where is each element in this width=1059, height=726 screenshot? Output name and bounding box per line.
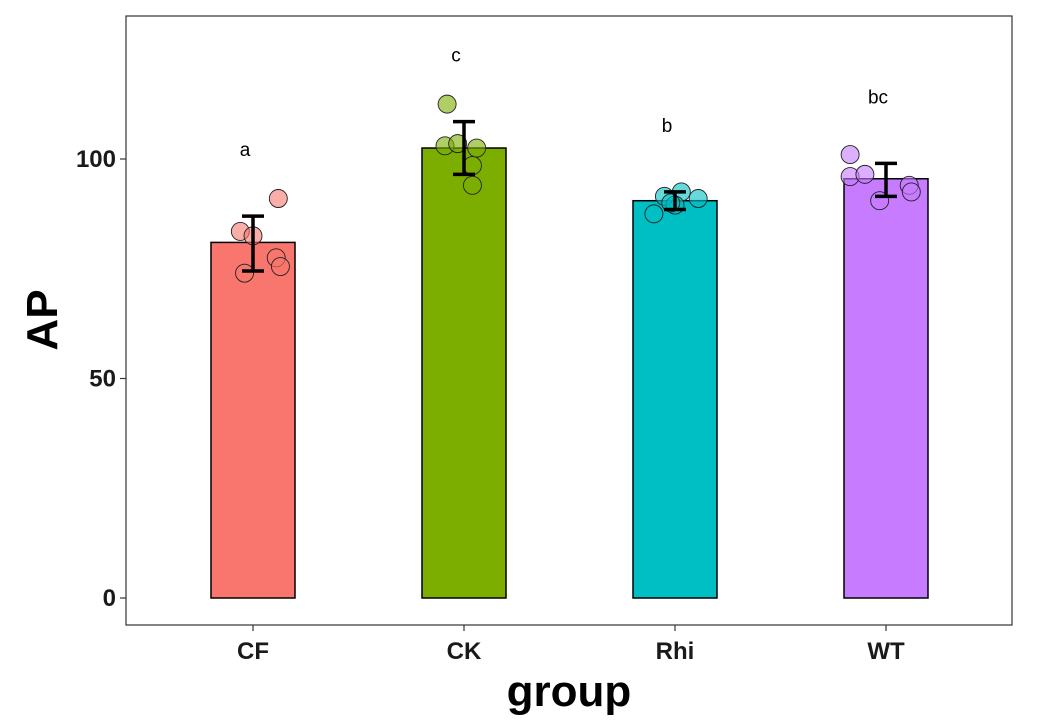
data-point — [840, 145, 860, 165]
data-point — [462, 175, 482, 195]
bar-wt — [843, 178, 929, 599]
data-point — [855, 164, 875, 184]
data-point — [268, 189, 288, 208]
bar-ck — [421, 147, 507, 599]
data-point — [270, 257, 290, 277]
bar-rhi — [632, 199, 718, 599]
significance-label: c — [451, 46, 461, 67]
significance-label: bc — [868, 87, 888, 108]
x-tick-label: CK — [447, 638, 482, 665]
data-point — [437, 94, 457, 114]
x-tick-label: Rhi — [656, 638, 695, 665]
y-tick-label: 0 — [103, 585, 116, 612]
y-tick-label: 100 — [76, 146, 116, 173]
data-point — [644, 204, 664, 224]
x-tick-label: WT — [867, 638, 905, 665]
significance-label: b — [662, 116, 673, 137]
y-tick-label: 50 — [89, 366, 116, 393]
data-point — [462, 156, 482, 176]
data-point — [467, 138, 487, 158]
data-point — [448, 134, 468, 154]
data-point — [901, 182, 921, 202]
data-point — [688, 189, 708, 208]
bar-cf — [210, 241, 296, 599]
significance-label: a — [240, 140, 251, 161]
data-point — [235, 263, 255, 283]
x-tick-label: CF — [237, 638, 269, 665]
plot-panel-border — [125, 15, 1013, 626]
y-axis-title: AP — [18, 289, 67, 350]
x-axis-title: group — [507, 667, 632, 716]
